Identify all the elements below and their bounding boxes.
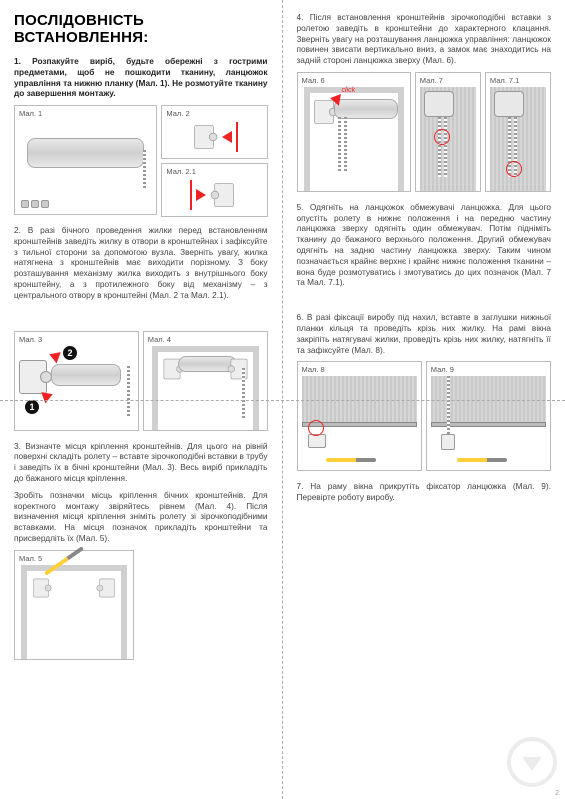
badge-1: 1: [25, 400, 39, 414]
figure-1-label: Мал. 1: [19, 109, 42, 118]
figure-2-1-label: Мал. 2.1: [166, 167, 195, 176]
figure-3-label: Мал. 3: [19, 335, 42, 344]
figure-1: Мал. 1: [14, 105, 157, 215]
step-4-text: 4. Після встановлення кронштейнів зірочк…: [297, 12, 552, 66]
figure-5: Мал. 5: [14, 550, 134, 660]
page-title: ПОСЛІДОВНІСТЬ ВСТАНОВЛЕННЯ:: [14, 12, 268, 46]
step-5-text: 5. Одягніть на ланцюжок обмежувачі ланцю…: [297, 202, 552, 288]
figure-row-4: Мал. 6 click Мал. 7: [297, 72, 552, 192]
figure-4-label: Мал. 4: [148, 335, 171, 344]
figure-8: Мал. 8: [297, 361, 422, 471]
instruction-page: ПОСЛІДОВНІСТЬ ВСТАНОВЛЕННЯ: 1. Розпакуйт…: [0, 0, 565, 799]
figure-9: Мал. 9: [426, 361, 551, 471]
figure-7: Мал. 7: [415, 72, 481, 192]
figure-row-2: Мал. 3 2 1 Мал. 4: [14, 331, 268, 431]
figure-3: Мал. 3 2 1: [14, 331, 139, 431]
figure-6: Мал. 6 click: [297, 72, 411, 192]
step-3a-text: 3. Визначте місця кріплення кронштейнів.…: [14, 441, 268, 484]
figure-2-label: Мал. 2: [166, 109, 189, 118]
figure-row-5: Мал. 8 Мал. 9: [297, 361, 552, 471]
figure-8-label: Мал. 8: [302, 365, 325, 374]
figure-2-1: Мал. 2.1: [161, 163, 267, 217]
figure-row-1: Мал. 1 Мал. 2: [14, 105, 268, 215]
horizontal-divider: [0, 400, 565, 401]
page-number: 2: [555, 790, 559, 797]
figure-7-1-label: Мал. 7.1: [490, 76, 519, 85]
figure-4: Мал. 4: [143, 331, 268, 431]
figure-9-label: Мал. 9: [431, 365, 454, 374]
figure-row-3: Мал. 5: [14, 550, 268, 660]
figure-2: Мал. 2: [161, 105, 267, 159]
figure-7-label: Мал. 7: [420, 76, 443, 85]
figure-5-label: Мал. 5: [19, 554, 42, 563]
step-1-text: 1. Розпакуйте виріб, будьте обережні з г…: [14, 56, 268, 99]
figure-6-label: Мал. 6: [302, 76, 325, 85]
step-6-text: 6. В разі фіксації виробу під нахил, вст…: [297, 312, 552, 355]
step-7-text: 7. На раму вікна прикрутіть фіксатор лан…: [297, 481, 552, 503]
badge-2: 2: [63, 346, 77, 360]
click-label: click: [342, 87, 356, 94]
step-3b-text: Зробіть позначки місць кріплення бічних …: [14, 490, 268, 544]
figure-7-1: Мал. 7.1: [485, 72, 551, 192]
step-2-text: 2. В разі бічного проведення жилки перед…: [14, 225, 268, 300]
watermark-icon: [507, 737, 557, 787]
